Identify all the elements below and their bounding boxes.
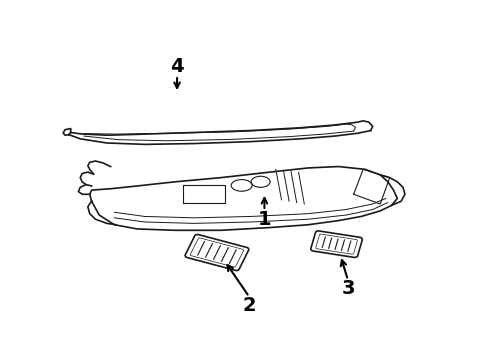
Text: 3: 3 — [341, 279, 355, 298]
Text: 1: 1 — [258, 210, 271, 229]
Text: 4: 4 — [170, 57, 184, 76]
Text: 2: 2 — [243, 296, 256, 315]
